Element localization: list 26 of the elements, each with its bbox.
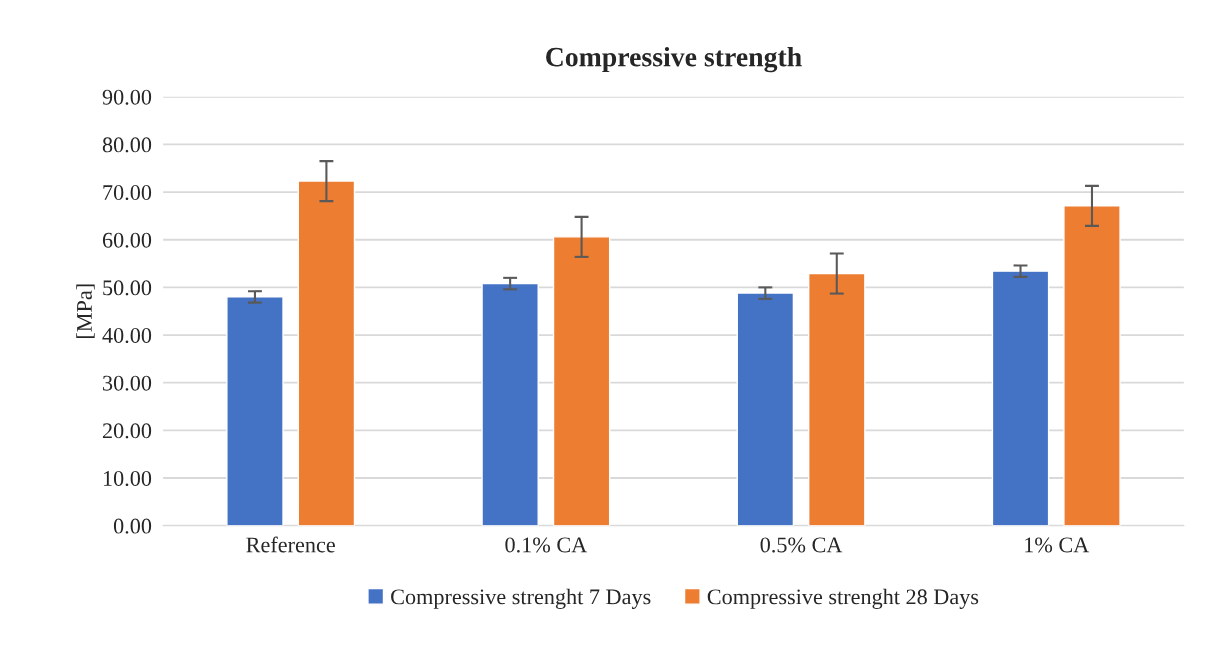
y-tick-label: 30.00	[103, 375, 152, 391]
y-tick-label: 0.00	[113, 518, 152, 534]
x-tick-label: 0.1% CA	[505, 537, 588, 553]
x-tick-label: 1% CA	[1025, 537, 1090, 553]
bar	[736, 292, 795, 526]
legend-label: Compressive strenght 7 Days	[391, 588, 651, 609]
x-tick-label: Reference	[246, 536, 335, 553]
bar	[481, 282, 539, 526]
y-tick-label: 40.00	[102, 327, 152, 344]
bar	[226, 296, 284, 526]
y-tick-label: 70.00	[103, 185, 152, 201]
chart-title: Compressive strength	[546, 46, 802, 73]
y-tick-label: 10.00	[103, 470, 152, 487]
y-tick-label: 20.00	[102, 423, 152, 439]
y-tick-label: 60.00	[102, 232, 152, 248]
bar	[297, 180, 356, 526]
y-tick-label: 50.00	[103, 280, 152, 296]
bar	[552, 236, 611, 526]
y-tick-label: 90.00	[102, 89, 152, 105]
y-tick-label: 80.00	[102, 137, 152, 153]
y-axis-title: [MPa]	[76, 284, 95, 338]
bar	[808, 272, 866, 526]
bar	[1063, 205, 1121, 526]
bar	[991, 270, 1050, 526]
x-tick-label: 0.5% CA	[760, 537, 843, 553]
legend-label: Compressive strenght 28 Days	[707, 588, 979, 609]
